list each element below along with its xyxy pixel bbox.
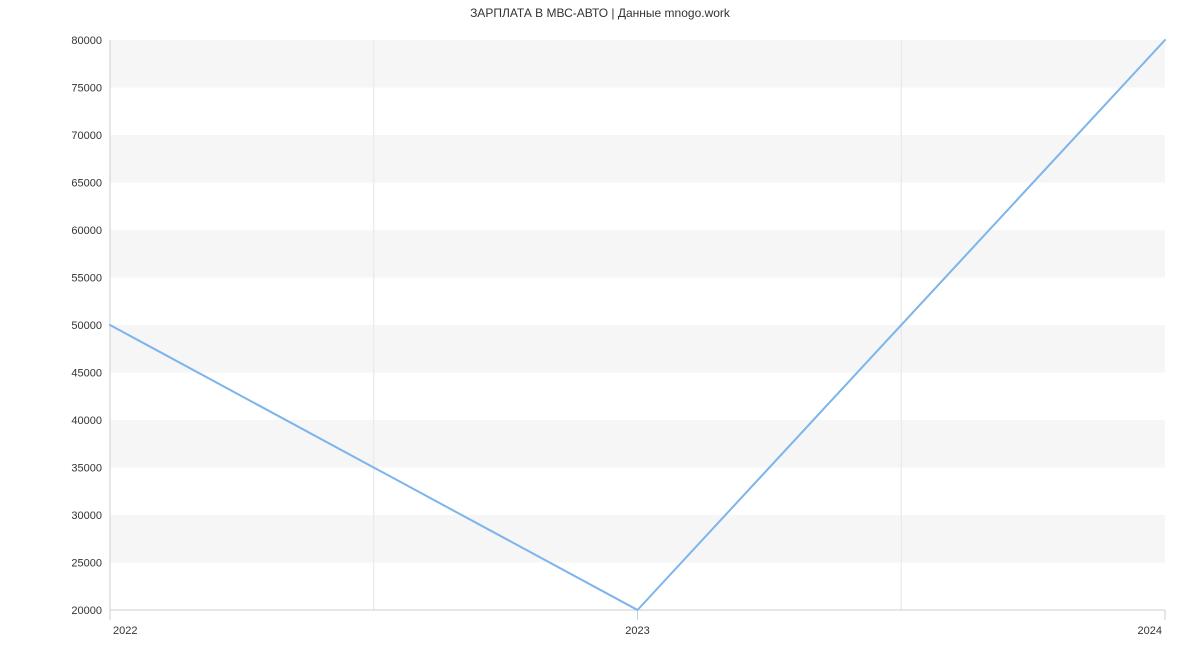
y-tick-label: 80000	[71, 35, 102, 47]
x-tick-label: 2023	[625, 625, 649, 637]
y-tick-label: 70000	[71, 130, 102, 142]
x-tick-label: 2024	[1138, 625, 1162, 637]
y-tick-label: 30000	[71, 510, 102, 522]
y-tick-label: 75000	[71, 83, 102, 95]
y-tick-label: 25000	[71, 558, 102, 570]
y-tick-label: 20000	[71, 605, 102, 617]
chart-container: ЗАРПЛАТА В МВС-АВТО | Данные mnogo.work …	[0, 0, 1200, 650]
chart-title: ЗАРПЛАТА В МВС-АВТО | Данные mnogo.work	[0, 6, 1200, 20]
x-tick-label: 2022	[113, 625, 137, 637]
y-tick-label: 40000	[71, 415, 102, 427]
y-tick-label: 65000	[71, 178, 102, 190]
y-tick-label: 50000	[71, 320, 102, 332]
line-chart: 20000 25000 30000 35000 40000 45000 50000 55000…	[0, 0, 1200, 650]
y-tick-label: 60000	[71, 225, 102, 237]
y-tick-label: 45000	[71, 368, 102, 380]
y-tick-label: 55000	[71, 273, 102, 285]
y-tick-label: 35000	[71, 463, 102, 475]
